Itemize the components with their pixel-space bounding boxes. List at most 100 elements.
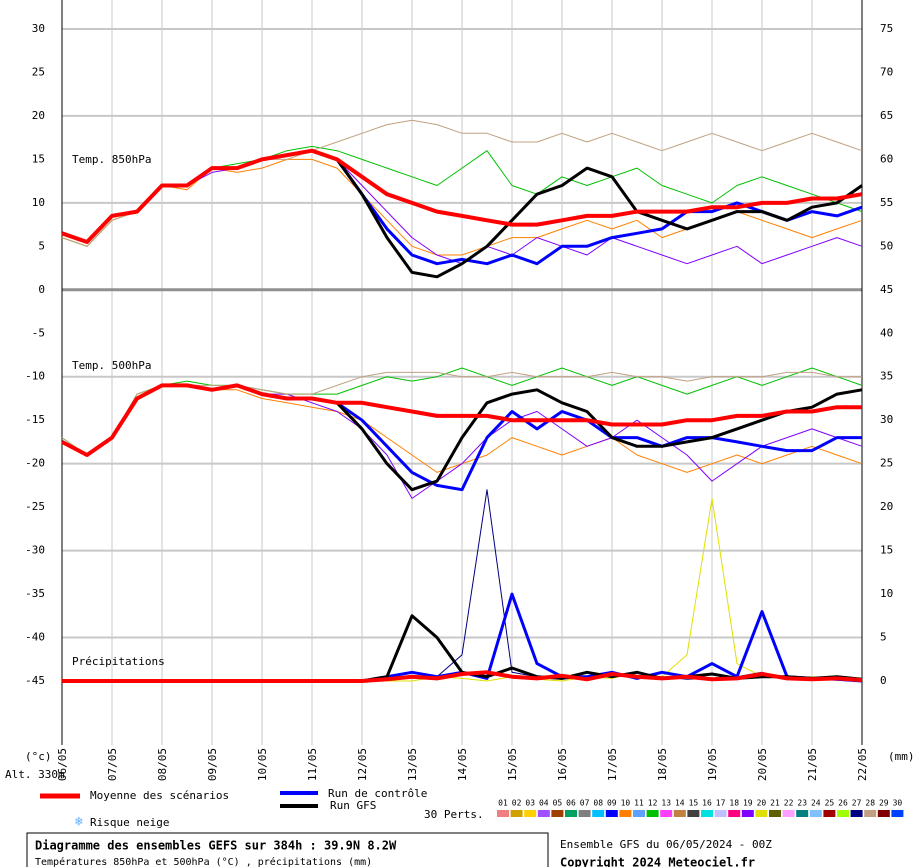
pert-label: 30 [893,799,903,808]
altitude: Alt. 330m [5,768,65,781]
copyright: Copyright 2024 Meteociel.fr [560,856,755,867]
x-tick-label: 22/05 [856,748,869,781]
y2-tick-label: 15 [880,544,893,557]
x-tick-label: 21/05 [806,748,819,781]
x-tick-label: 10/05 [256,748,269,781]
y-tick-label: -45 [25,674,45,687]
y2-tick-label: 40 [880,326,893,339]
y-tick-label: -25 [25,500,45,513]
x-tick-label: 12/05 [356,748,369,781]
x-tick-label: 13/05 [406,748,419,781]
pert-swatch [701,810,713,817]
y-tick-label: -35 [25,587,45,600]
y-tick-label: 30 [32,22,45,35]
y2-tick-label: 0 [880,674,887,687]
pert-swatch [551,810,564,817]
pert-label: 12 [648,799,658,808]
pert-swatch [728,810,741,817]
y-tick-label: 20 [32,109,45,122]
pert-swatch [877,810,890,817]
pert-swatch [837,810,849,817]
x-tick-label: 18/05 [656,748,669,781]
y-tick-label: 0 [38,283,45,296]
pert-label: 04 [539,799,549,808]
y-tick-label: 15 [32,152,45,165]
x-tick-label: 14/05 [456,748,469,781]
pert-label: 28 [865,799,875,808]
y2-tick-label: 75 [880,22,893,35]
pert-label: 22 [784,799,794,808]
x-tick-label: 08/05 [156,748,169,781]
x-tick-label: 15/05 [506,748,519,781]
chart-title: Diagramme des ensembles GEFS sur 384h : … [35,839,397,853]
pert-swatch [497,810,509,817]
pert-swatch [510,810,523,817]
pert-label: 29 [879,799,889,808]
series-line [61,367,863,456]
pert-swatch [673,810,686,817]
pert-swatch [619,810,632,817]
series-line [62,670,863,683]
y2-tick-label: 10 [880,587,893,600]
pert-label: 19 [743,799,753,808]
pert-swatch [524,810,537,817]
x-tick-label: 06/05 [56,748,69,781]
group-label: Temp. 500hPa [72,359,151,372]
pert-label: 06 [566,799,576,808]
pert-label: 10 [621,799,631,808]
pert-label: 13 [661,799,671,808]
pert-label: 21 [770,799,780,808]
pert-swatch [714,810,727,817]
x-tick-label: 11/05 [306,748,319,781]
x-tick-label: 17/05 [606,748,619,781]
pert-label: 23 [797,799,807,808]
pert-label: 24 [811,799,821,808]
y-tick-label: -15 [25,413,45,426]
y-tick-label: 25 [32,65,45,78]
pert-label: 16 [702,799,712,808]
pert-label: 01 [498,799,508,808]
y-tick-label: -10 [25,370,45,383]
y2-tick-label: 45 [880,283,893,296]
title-box [26,832,549,867]
y2-tick-label: 30 [880,413,893,426]
y2-tick-label: 55 [880,196,893,209]
y2-tick-label: 50 [880,239,893,252]
pert-label: 26 [838,799,848,808]
series-line [61,383,862,457]
chart-subtitle: Températures 850hPa et 500hPa (°C) , pré… [35,856,372,867]
y2-tick-label: 60 [880,152,893,165]
y-tick-label: 10 [32,196,45,209]
y-tick-label: -30 [25,544,45,557]
pert-swatch [823,810,836,817]
y2-tick-label: 20 [880,500,893,513]
pert-label: 20 [757,799,767,808]
y2-axis-label: (mm) [888,750,915,763]
info-box [552,833,912,867]
pert-swatch [769,810,781,817]
pert-label: 25 [825,799,835,808]
pert-swatch [809,810,822,817]
legend-label: Run de contrôle [328,787,427,800]
x-tick-label: 09/05 [206,748,219,781]
pert-swatch [537,810,550,817]
snow-icon: ❄ [74,815,83,830]
y-axis-label: (°c) [25,750,52,763]
pert-swatch [687,810,700,817]
pert-label: 05 [553,799,563,808]
pert-label: 18 [729,799,739,808]
x-tick-label: 19/05 [706,748,719,781]
pert-swatch [605,810,618,817]
perts-label: 30 Perts. [424,808,484,821]
pert-label: 09 [607,799,617,808]
pert-swatch [565,810,577,817]
y2-tick-label: 25 [880,457,893,470]
pert-label: 14 [675,799,685,808]
legend-label: Run GFS [330,799,376,812]
pert-swatch [633,810,645,817]
pert-swatch [796,810,809,817]
pert-label: 07 [580,799,590,808]
y-tick-label: 5 [38,239,45,252]
